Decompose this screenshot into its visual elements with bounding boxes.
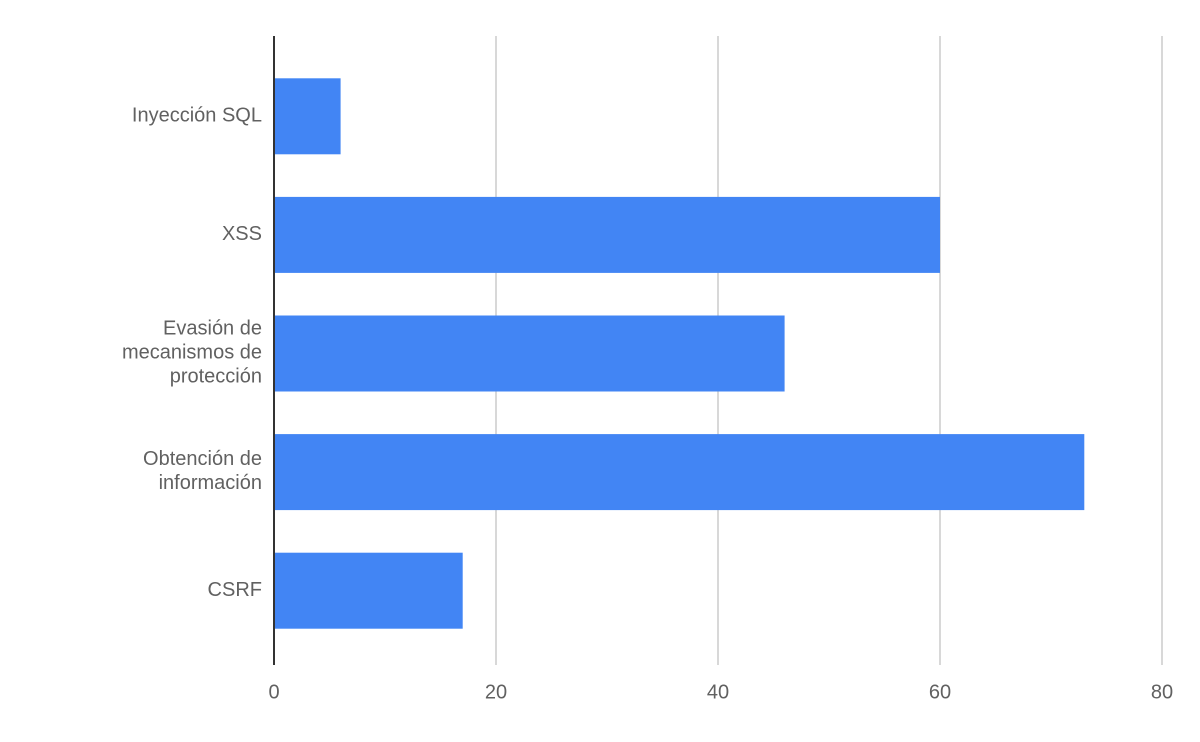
bar xyxy=(274,78,341,155)
y-tick-label: Obtención de información xyxy=(143,448,262,494)
x-tick-label: 60 xyxy=(929,681,951,703)
y-tick-label: Evasión de mecanismos de protección xyxy=(122,318,262,388)
x-tick-label: 80 xyxy=(1151,681,1173,703)
x-tick-label: 20 xyxy=(485,681,507,703)
x-tick-label: 40 xyxy=(707,681,729,703)
y-tick-label: XSS xyxy=(222,223,262,245)
bar xyxy=(274,196,940,273)
y-tick-label: CSRF xyxy=(208,579,262,601)
x-tick-label: 0 xyxy=(268,681,279,703)
bar xyxy=(274,315,785,392)
bar xyxy=(274,552,463,629)
bar xyxy=(274,434,1085,511)
y-tick-label: Inyección SQL xyxy=(132,105,262,127)
